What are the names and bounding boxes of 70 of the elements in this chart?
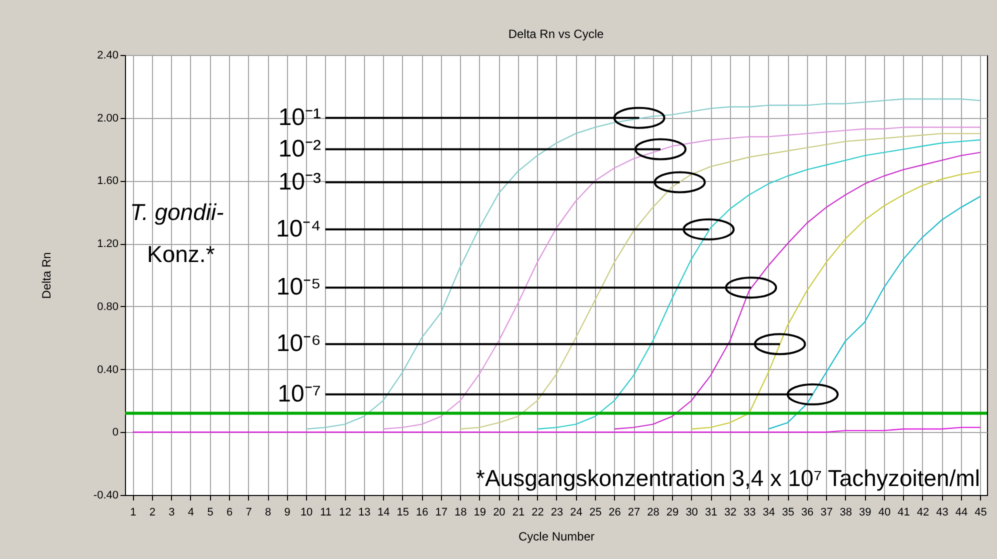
line-series <box>690 170 981 430</box>
x-tick-label: 31 <box>704 506 718 518</box>
x-tick-label: 38 <box>840 506 852 518</box>
y-tick-label: 0 <box>112 426 118 439</box>
x-tick-label: 18 <box>454 506 467 518</box>
annotation: *Ausgangskonzentration 3,4 x 10⁷ Tachyzoiten/ml <box>476 465 980 491</box>
x-tick-label: 4 <box>188 506 194 518</box>
x-tick-label: 23 <box>550 506 564 518</box>
annotation: 10⁻³ <box>278 168 322 196</box>
x-tick-label: 42 <box>916 506 930 518</box>
y-tick-label: -0.40 <box>93 490 118 502</box>
annotation: 10⁻⁴ <box>276 215 321 242</box>
y-tick-label: 2.40 <box>97 50 118 62</box>
x-tick-label: 2 <box>149 506 156 518</box>
annotation: Konz.* <box>147 241 215 267</box>
x-tick-label: 29 <box>666 506 679 518</box>
x-tick-label: 39 <box>859 506 872 518</box>
x-tick-label: 10 <box>300 506 313 518</box>
x-tick-label: 34 <box>762 506 775 518</box>
x-tick-label: 6 <box>226 506 233 518</box>
x-tick-label: 45 <box>974 506 987 518</box>
x-tick-label: 3 <box>168 506 175 518</box>
x-tick-label: 15 <box>396 506 410 518</box>
x-tick-label: 13 <box>358 506 370 518</box>
x-tick-label: 1 <box>130 506 136 518</box>
line-series <box>768 196 981 430</box>
x-tick-label: 26 <box>608 506 621 518</box>
x-tick-label: 36 <box>801 506 814 518</box>
x-tick-label: 28 <box>647 506 660 518</box>
annotation: 10⁻¹ <box>278 104 322 131</box>
x-tick-label: 9 <box>284 506 290 518</box>
y-tick-label: 1.60 <box>97 175 118 188</box>
x-tick-label: 22 <box>532 506 544 518</box>
x-tick-label: 30 <box>686 506 698 518</box>
x-tick-label: 37 <box>820 506 833 518</box>
y-tick-label: 1.20 <box>97 238 118 250</box>
x-axis-title: Cycle Number <box>518 530 595 544</box>
x-tick-label: 12 <box>338 506 352 518</box>
x-tick-label: 33 <box>743 506 756 518</box>
y-tick-label: 0.40 <box>97 364 118 376</box>
x-tick-label: 14 <box>377 506 390 518</box>
x-tick-label: 24 <box>570 506 582 518</box>
line-series <box>614 152 981 430</box>
x-tick-label: 5 <box>207 506 214 518</box>
y-tick-label: 2.00 <box>97 112 118 124</box>
x-tick-label: 25 <box>589 506 602 518</box>
annotation: 10⁻⁵ <box>276 274 321 301</box>
annotation: 10⁻⁷ <box>278 380 321 408</box>
line-series <box>536 139 981 430</box>
x-tick-label: 44 <box>955 506 968 518</box>
x-tick-label: 43 <box>936 506 948 518</box>
x-tick-label: 32 <box>724 506 736 518</box>
x-tick-label: 11 <box>320 506 332 518</box>
annotation: T. gondii- <box>130 199 224 225</box>
x-tick-label: 19 <box>474 506 486 518</box>
x-tick-label: 21 <box>512 506 525 518</box>
annotation: 10⁻⁶ <box>276 330 321 358</box>
x-tick-label: 16 <box>416 506 428 518</box>
annotation: 10⁻² <box>278 135 322 162</box>
x-tick-label: 35 <box>782 506 794 518</box>
x-tick-label: 20 <box>493 506 506 518</box>
x-tick-label: 40 <box>878 506 891 518</box>
x-tick-label: 8 <box>264 506 272 518</box>
x-tick-label: 7 <box>246 506 252 518</box>
x-tick-label: 27 <box>628 506 640 518</box>
x-tick-label: 17 <box>435 506 448 518</box>
y-axis-title: Delta Rn <box>39 252 54 299</box>
y-tick-label: 0.80 <box>97 300 118 313</box>
chart-title: Delta Rn vs Cycle <box>508 27 604 41</box>
x-tick-label: 41 <box>898 506 910 518</box>
